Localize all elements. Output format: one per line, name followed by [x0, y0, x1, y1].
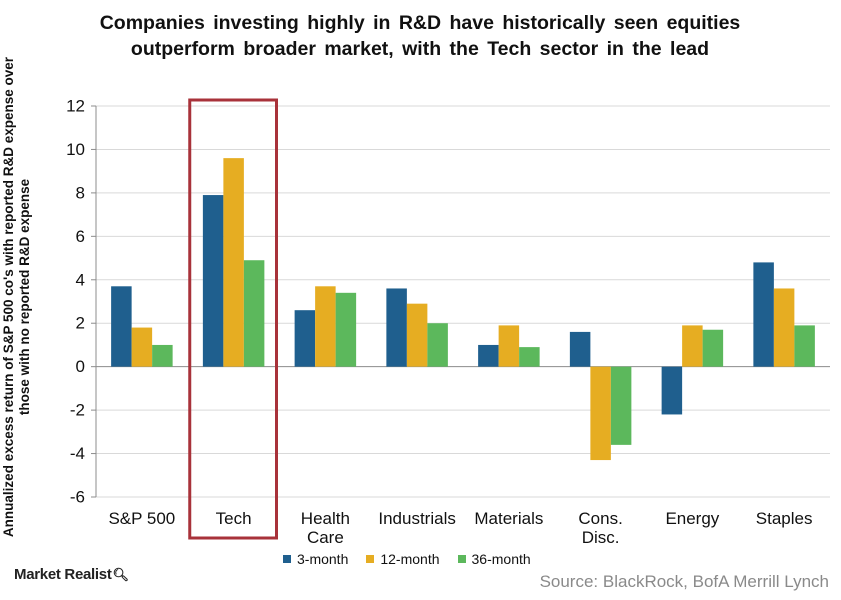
brand-logo: Market Realist🔍︎ [14, 566, 129, 583]
y-tick-label: 8 [76, 183, 85, 202]
y-tick-label: -4 [70, 444, 85, 463]
brand-name: Market Realist [14, 566, 112, 583]
x-tick-label: Tech [216, 509, 252, 528]
bar [590, 366, 611, 461]
y-axis-label: Annualized excess return of S&P 500 co's… [1, 56, 32, 538]
x-tick-label: Health [301, 509, 350, 528]
bar [519, 347, 540, 367]
source-note: Source: BlackRock, BofA Merrill Lynch [539, 572, 829, 591]
tech-highlight-box [188, 98, 278, 540]
y-tick-label: 0 [76, 357, 85, 376]
x-tick-label: S&P 500 [108, 509, 175, 528]
bar [406, 303, 428, 367]
bar [294, 310, 316, 367]
legend-label: 3-month [297, 551, 349, 567]
x-tick-label: Materials [474, 509, 543, 528]
bar [152, 344, 173, 367]
legend-label: 12-month [380, 551, 440, 567]
bar [131, 327, 153, 367]
bar [427, 323, 448, 367]
bar [569, 331, 591, 367]
bar [610, 366, 632, 445]
legend-label: 36-month [471, 551, 531, 567]
bar [794, 325, 815, 367]
bar [478, 344, 499, 367]
x-tick-label: Care [307, 528, 344, 547]
x-tick-label: Energy [665, 509, 719, 528]
y-tick-label: 12 [66, 97, 85, 116]
bar [498, 325, 520, 367]
bar [335, 292, 357, 367]
bar [682, 325, 703, 367]
magnifier-icon: 🔍︎ [112, 567, 130, 582]
y-tick-label: 4 [76, 270, 85, 289]
y-tick-label: -6 [70, 488, 85, 507]
bar [773, 288, 795, 367]
y-tick-label: 2 [76, 314, 85, 333]
legend-item: 12-month [366, 551, 440, 567]
bar [702, 329, 724, 367]
y-tick-label: -2 [70, 401, 85, 420]
bar [243, 260, 265, 367]
legend-item: 3-month [283, 551, 348, 567]
bar [386, 288, 407, 367]
bar [111, 286, 132, 367]
x-tick-label: Industrials [378, 509, 455, 528]
x-tick-label: Disc. [582, 528, 620, 547]
bar [753, 262, 774, 367]
chart-title: Companies investing highly in R&D have h… [99, 12, 741, 60]
x-tick-label: Cons. [578, 509, 622, 528]
legend-swatch [283, 555, 291, 563]
legend-item: 36-month [457, 551, 531, 567]
legend-swatch [366, 555, 375, 563]
legend-swatch [457, 555, 466, 563]
y-tick-label: 10 [66, 140, 85, 159]
bar [202, 195, 224, 367]
legend: 3-month 12-month 36-month [283, 551, 531, 567]
y-tick-label: 6 [76, 227, 85, 246]
bar [315, 286, 336, 367]
bar [223, 158, 244, 367]
bar [661, 366, 683, 415]
x-tick-label: Staples [756, 509, 813, 528]
